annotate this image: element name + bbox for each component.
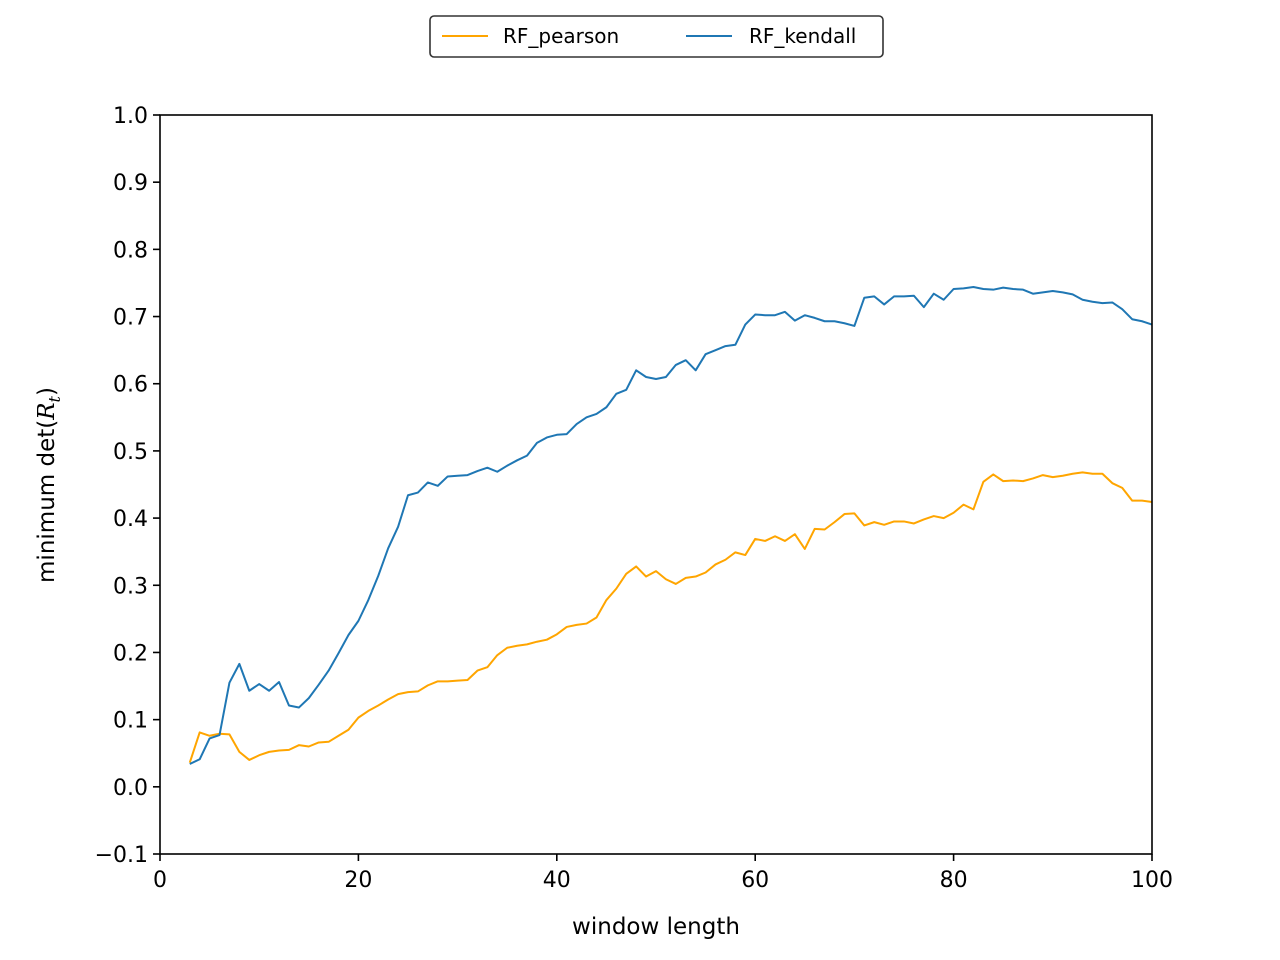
x-tick-label: 80: [940, 868, 968, 893]
y-axis-ticks: −0.1 0.0 0.1 0.2 0.3 0.4 0.5 0.6 0.7 0.8 0.9 1.0: [95, 104, 160, 868]
series-line-rf-pearson: [188, 471, 1153, 763]
y-tick-label: 0.6: [113, 373, 148, 398]
legend: RF_pearson RF_kendall: [429, 15, 884, 58]
x-tick-label: 0: [153, 868, 167, 893]
y-tick-label: 0.9: [113, 171, 148, 196]
series-layer: [188, 285, 1153, 765]
y-tick-label: 0.0: [113, 776, 148, 801]
x-axis-label: window length: [572, 914, 740, 940]
legend-label-rf-pearson: RF_pearson: [503, 24, 619, 48]
y-tick-label: 1.0: [113, 104, 148, 129]
x-tick-label: 20: [344, 868, 372, 893]
y-axis-label-variable: R: [34, 402, 60, 420]
y-tick-label: −0.1: [95, 843, 148, 868]
legend-label-rf-kendall: RF_kendall: [749, 24, 856, 48]
series-line-rf-kendall: [189, 285, 1153, 765]
legend-frame: [429, 15, 884, 58]
y-tick-label: 0.5: [113, 440, 148, 465]
y-tick-label: 0.4: [113, 507, 148, 532]
y-tick-label: 0.3: [113, 574, 148, 599]
y-tick-label: 0.7: [113, 306, 148, 331]
x-tick-label: 100: [1131, 868, 1173, 893]
plot-area-frame: [159, 114, 1153, 855]
y-axis-label-subscript: t: [45, 395, 64, 402]
y-axis-label-prefix: minimum det(: [34, 420, 60, 583]
x-tick-label: 40: [543, 868, 571, 893]
x-tick-label: 60: [741, 868, 769, 893]
y-tick-label: 0.1: [113, 709, 148, 734]
x-axis-ticks: 0 20 40 60 80 100: [153, 854, 1173, 893]
y-tick-label: 0.8: [113, 238, 148, 263]
y-axis-label-suffix: ): [34, 387, 60, 396]
y-axis-label: minimum det(Rt): [34, 387, 64, 583]
y-tick-label: 0.2: [113, 641, 148, 666]
